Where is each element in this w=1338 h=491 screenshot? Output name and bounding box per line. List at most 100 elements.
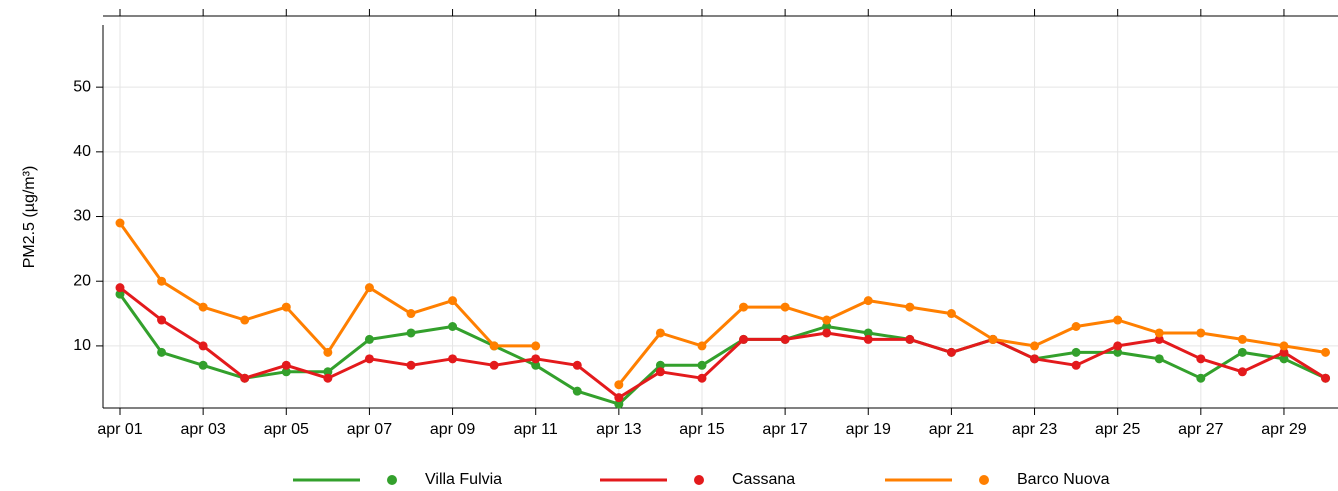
data-point [905, 334, 915, 344]
data-point [364, 334, 374, 344]
data-point [448, 321, 458, 331]
data-point [863, 328, 873, 338]
data-point [1113, 347, 1123, 357]
data-point [198, 360, 208, 370]
data-point [1237, 334, 1247, 344]
data-point [1071, 347, 1081, 357]
data-point [822, 321, 832, 331]
legend-dot [387, 475, 397, 485]
data-point [905, 302, 915, 312]
data-point [115, 283, 125, 293]
data-point [406, 360, 416, 370]
series-line [119, 286, 1327, 400]
data-point [1154, 334, 1164, 344]
x-tick-label: apr 23 [1012, 421, 1057, 438]
data-point [489, 341, 499, 351]
data-point [281, 360, 291, 370]
data-point [115, 289, 125, 299]
data-point [406, 309, 416, 319]
data-point [157, 315, 167, 325]
data-point [1113, 341, 1123, 351]
data-point [1030, 354, 1040, 364]
x-tick-label: apr 13 [596, 421, 641, 438]
data-point [1321, 373, 1331, 383]
data-point [1196, 328, 1206, 338]
x-tick-label: apr 03 [180, 421, 225, 438]
data-point [198, 302, 208, 312]
legend-dot [694, 475, 704, 485]
data-point [240, 315, 250, 325]
x-tick-label: apr 27 [1178, 421, 1223, 438]
data-point [780, 302, 790, 312]
x-tick-label: apr 05 [264, 421, 309, 438]
x-tick-label: apr 01 [97, 421, 142, 438]
data-point [531, 354, 541, 364]
x-tick-label: apr 25 [1095, 421, 1140, 438]
data-point [988, 334, 998, 344]
data-point [739, 302, 749, 312]
legend-label: Barco Nuova [1017, 471, 1110, 488]
data-point [1279, 341, 1289, 351]
data-point [323, 347, 333, 357]
data-point [323, 373, 333, 383]
legend-label: Cassana [732, 471, 795, 488]
data-point [157, 347, 167, 357]
data-point [780, 334, 790, 344]
data-point [863, 334, 873, 344]
data-point [198, 341, 208, 351]
data-point [946, 309, 956, 319]
data-point [614, 393, 624, 403]
y-tick-label: 30 [73, 208, 91, 225]
data-point [364, 354, 374, 364]
data-point [572, 386, 582, 396]
y-tick-label: 10 [73, 337, 91, 354]
x-tick-label: apr 17 [762, 421, 807, 438]
data-point [1196, 373, 1206, 383]
legend-dot [979, 475, 989, 485]
series-line [118, 293, 1327, 406]
data-point [1071, 360, 1081, 370]
x-tick-label: apr 09 [430, 421, 475, 438]
data-point [281, 367, 291, 377]
data-point [406, 328, 416, 338]
x-tick-label: apr 15 [679, 421, 724, 438]
x-tick-label: apr 11 [514, 421, 558, 438]
data-point [1321, 347, 1331, 357]
data-point [614, 399, 624, 409]
legend-label: Villa Fulvia [425, 471, 502, 488]
data-point [323, 367, 333, 377]
data-point [946, 347, 956, 357]
data-point [448, 354, 458, 364]
data-point [822, 328, 832, 338]
data-point [364, 283, 374, 293]
data-point [1154, 328, 1164, 338]
data-point [1071, 321, 1081, 331]
data-point [489, 360, 499, 370]
data-point [697, 360, 707, 370]
data-point [1279, 347, 1289, 357]
data-point [1030, 341, 1040, 351]
data-point [1279, 354, 1289, 364]
data-point [1237, 347, 1247, 357]
data-point [1237, 367, 1247, 377]
y-tick-label: 40 [73, 143, 91, 160]
x-tick-label: apr 19 [846, 421, 891, 438]
x-tick-label: apr 21 [929, 421, 974, 438]
data-point [655, 367, 665, 377]
data-point [531, 360, 541, 370]
x-tick-label: apr 29 [1261, 421, 1306, 438]
x-tick-label: apr 07 [347, 421, 392, 438]
data-point [655, 328, 665, 338]
data-point [157, 276, 167, 286]
y-axis-label: PM2.5 (µg/m³) [21, 166, 38, 269]
data-point [697, 341, 707, 351]
data-point [448, 296, 458, 306]
data-point [1113, 315, 1123, 325]
data-point [863, 296, 873, 306]
data-point [614, 380, 624, 390]
data-point [115, 218, 125, 228]
data-point [697, 373, 707, 383]
data-point [655, 360, 665, 370]
data-point [572, 360, 582, 370]
